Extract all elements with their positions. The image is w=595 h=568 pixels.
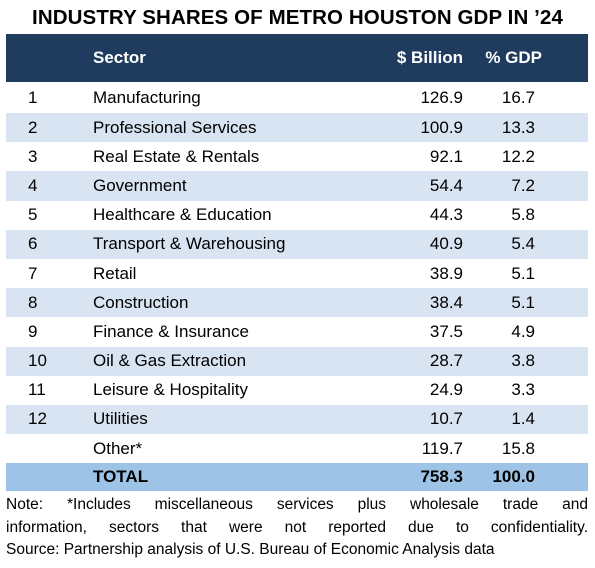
row-sector: Oil & Gas Extraction bbox=[93, 351, 247, 371]
table-row: 10 Oil & Gas Extraction 28.7 3.8 bbox=[6, 346, 588, 376]
row-rank: 4 bbox=[28, 175, 38, 195]
table-row: 2 Professional Services 100.9 13.3 bbox=[6, 113, 588, 143]
table-row: 12 Utilities 10.7 1.4 bbox=[6, 404, 588, 435]
table-row: 4 Government 54.4 7.2 bbox=[6, 171, 588, 201]
row-billion: 38.4 bbox=[429, 292, 463, 312]
column-header-billion: $ Billion bbox=[396, 48, 463, 67]
row-sector: Utilities bbox=[93, 409, 148, 429]
row-billion: 92.1 bbox=[429, 146, 463, 166]
row-billion: 24.9 bbox=[429, 380, 463, 400]
row-rank: 8 bbox=[28, 292, 38, 312]
row-rank: 3 bbox=[28, 146, 38, 166]
row-sector: Other* bbox=[93, 438, 143, 458]
row-billion: 44.3 bbox=[429, 205, 463, 225]
row-rank: 1 bbox=[28, 87, 38, 107]
row-sector: Real Estate & Rentals bbox=[93, 146, 260, 166]
table-row: 9 Finance & Insurance 37.5 4.9 bbox=[6, 317, 588, 346]
table-row: Other* 119.7 15.8 bbox=[6, 434, 588, 463]
table-row: 3 Real Estate & Rentals 92.1 12.2 bbox=[6, 142, 588, 171]
column-header-pct-gdp: % GDP bbox=[485, 48, 542, 67]
total-billion: 758.3 bbox=[420, 467, 463, 487]
row-rank: 10 bbox=[28, 351, 47, 371]
total-label: TOTAL bbox=[93, 467, 149, 487]
row-pct-gdp: 7.2 bbox=[511, 175, 535, 195]
table-row: 1 Manufacturing 126.9 16.7 bbox=[6, 82, 588, 113]
row-rank: 9 bbox=[28, 321, 38, 341]
total-rank bbox=[6, 463, 93, 491]
row-pct-gdp: 15.8 bbox=[501, 438, 535, 458]
row-pct-gdp: 16.7 bbox=[501, 87, 535, 107]
row-pct-gdp: 12.2 bbox=[501, 146, 535, 166]
table-row: 7 Retail 38.9 5.1 bbox=[6, 259, 588, 288]
row-sector: Professional Services bbox=[93, 117, 257, 137]
footnote-line-1: Note: *Includes miscellaneous services p… bbox=[6, 496, 588, 513]
row-pct-gdp: 3.3 bbox=[511, 380, 535, 400]
table-row: 5 Healthcare & Education 44.3 5.8 bbox=[6, 201, 588, 230]
row-billion: 37.5 bbox=[429, 321, 463, 341]
row-pct-gdp: 5.1 bbox=[511, 292, 535, 312]
row-rank bbox=[6, 434, 93, 463]
row-sector: Leisure & Hospitality bbox=[93, 380, 248, 400]
row-pct-gdp: 1.4 bbox=[511, 409, 535, 429]
row-sector: Transport & Warehousing bbox=[93, 234, 286, 254]
row-billion: 10.7 bbox=[429, 409, 463, 429]
row-rank: 12 bbox=[28, 409, 47, 429]
row-sector: Healthcare & Education bbox=[93, 205, 272, 225]
table-row: 11 Leisure & Hospitality 24.9 3.3 bbox=[6, 376, 588, 405]
row-sector: Retail bbox=[93, 263, 137, 283]
row-rank: 5 bbox=[28, 205, 38, 225]
row-pct-gdp: 5.8 bbox=[511, 205, 535, 225]
table-header-row: Sector $ Billion % GDP bbox=[6, 34, 588, 82]
row-pct-gdp: 3.8 bbox=[511, 351, 535, 371]
row-billion: 28.7 bbox=[429, 351, 463, 371]
page-title: INDUSTRY SHARES OF METRO HOUSTON GDP IN … bbox=[32, 6, 563, 29]
row-pct-gdp: 5.4 bbox=[511, 234, 535, 254]
row-sector: Finance & Insurance bbox=[93, 321, 249, 341]
table-row: 8 Construction 38.4 5.1 bbox=[6, 288, 588, 318]
row-rank: 11 bbox=[28, 380, 46, 400]
footnote-line-2: information, sectors that were not repor… bbox=[6, 518, 588, 536]
column-header-sector: Sector bbox=[93, 48, 146, 67]
row-rank: 7 bbox=[28, 263, 38, 283]
row-rank: 6 bbox=[28, 234, 38, 254]
row-pct-gdp: 4.9 bbox=[511, 321, 535, 341]
gdp-table: Sector $ Billion % GDP 1 Manufacturing 1… bbox=[6, 34, 588, 492]
row-billion: 119.7 bbox=[421, 438, 463, 458]
row-billion: 100.9 bbox=[420, 117, 463, 137]
total-pct-gdp: 100.0 bbox=[492, 467, 535, 487]
source-line: Source: Partnership analysis of U.S. Bur… bbox=[6, 541, 495, 558]
row-pct-gdp: 5.1 bbox=[511, 263, 535, 283]
column-header-rank bbox=[6, 34, 93, 82]
row-billion: 54.4 bbox=[429, 175, 463, 195]
row-sector: Construction bbox=[93, 292, 189, 312]
table-row: 6 Transport & Warehousing 40.9 5.4 bbox=[6, 229, 588, 259]
table-body: 1 Manufacturing 126.9 16.7 2 Professiona… bbox=[6, 82, 588, 492]
total-row: TOTAL 758.3 100.0 bbox=[6, 463, 588, 492]
row-sector: Manufacturing bbox=[93, 87, 201, 107]
row-billion: 38.9 bbox=[429, 263, 463, 283]
row-billion: 126.9 bbox=[420, 87, 463, 107]
footnote: Note: *Includes miscellaneous services p… bbox=[6, 494, 588, 562]
row-billion: 40.9 bbox=[429, 234, 463, 254]
row-sector: Government bbox=[93, 175, 187, 195]
row-pct-gdp: 13.3 bbox=[501, 117, 535, 137]
row-rank: 2 bbox=[28, 117, 38, 137]
